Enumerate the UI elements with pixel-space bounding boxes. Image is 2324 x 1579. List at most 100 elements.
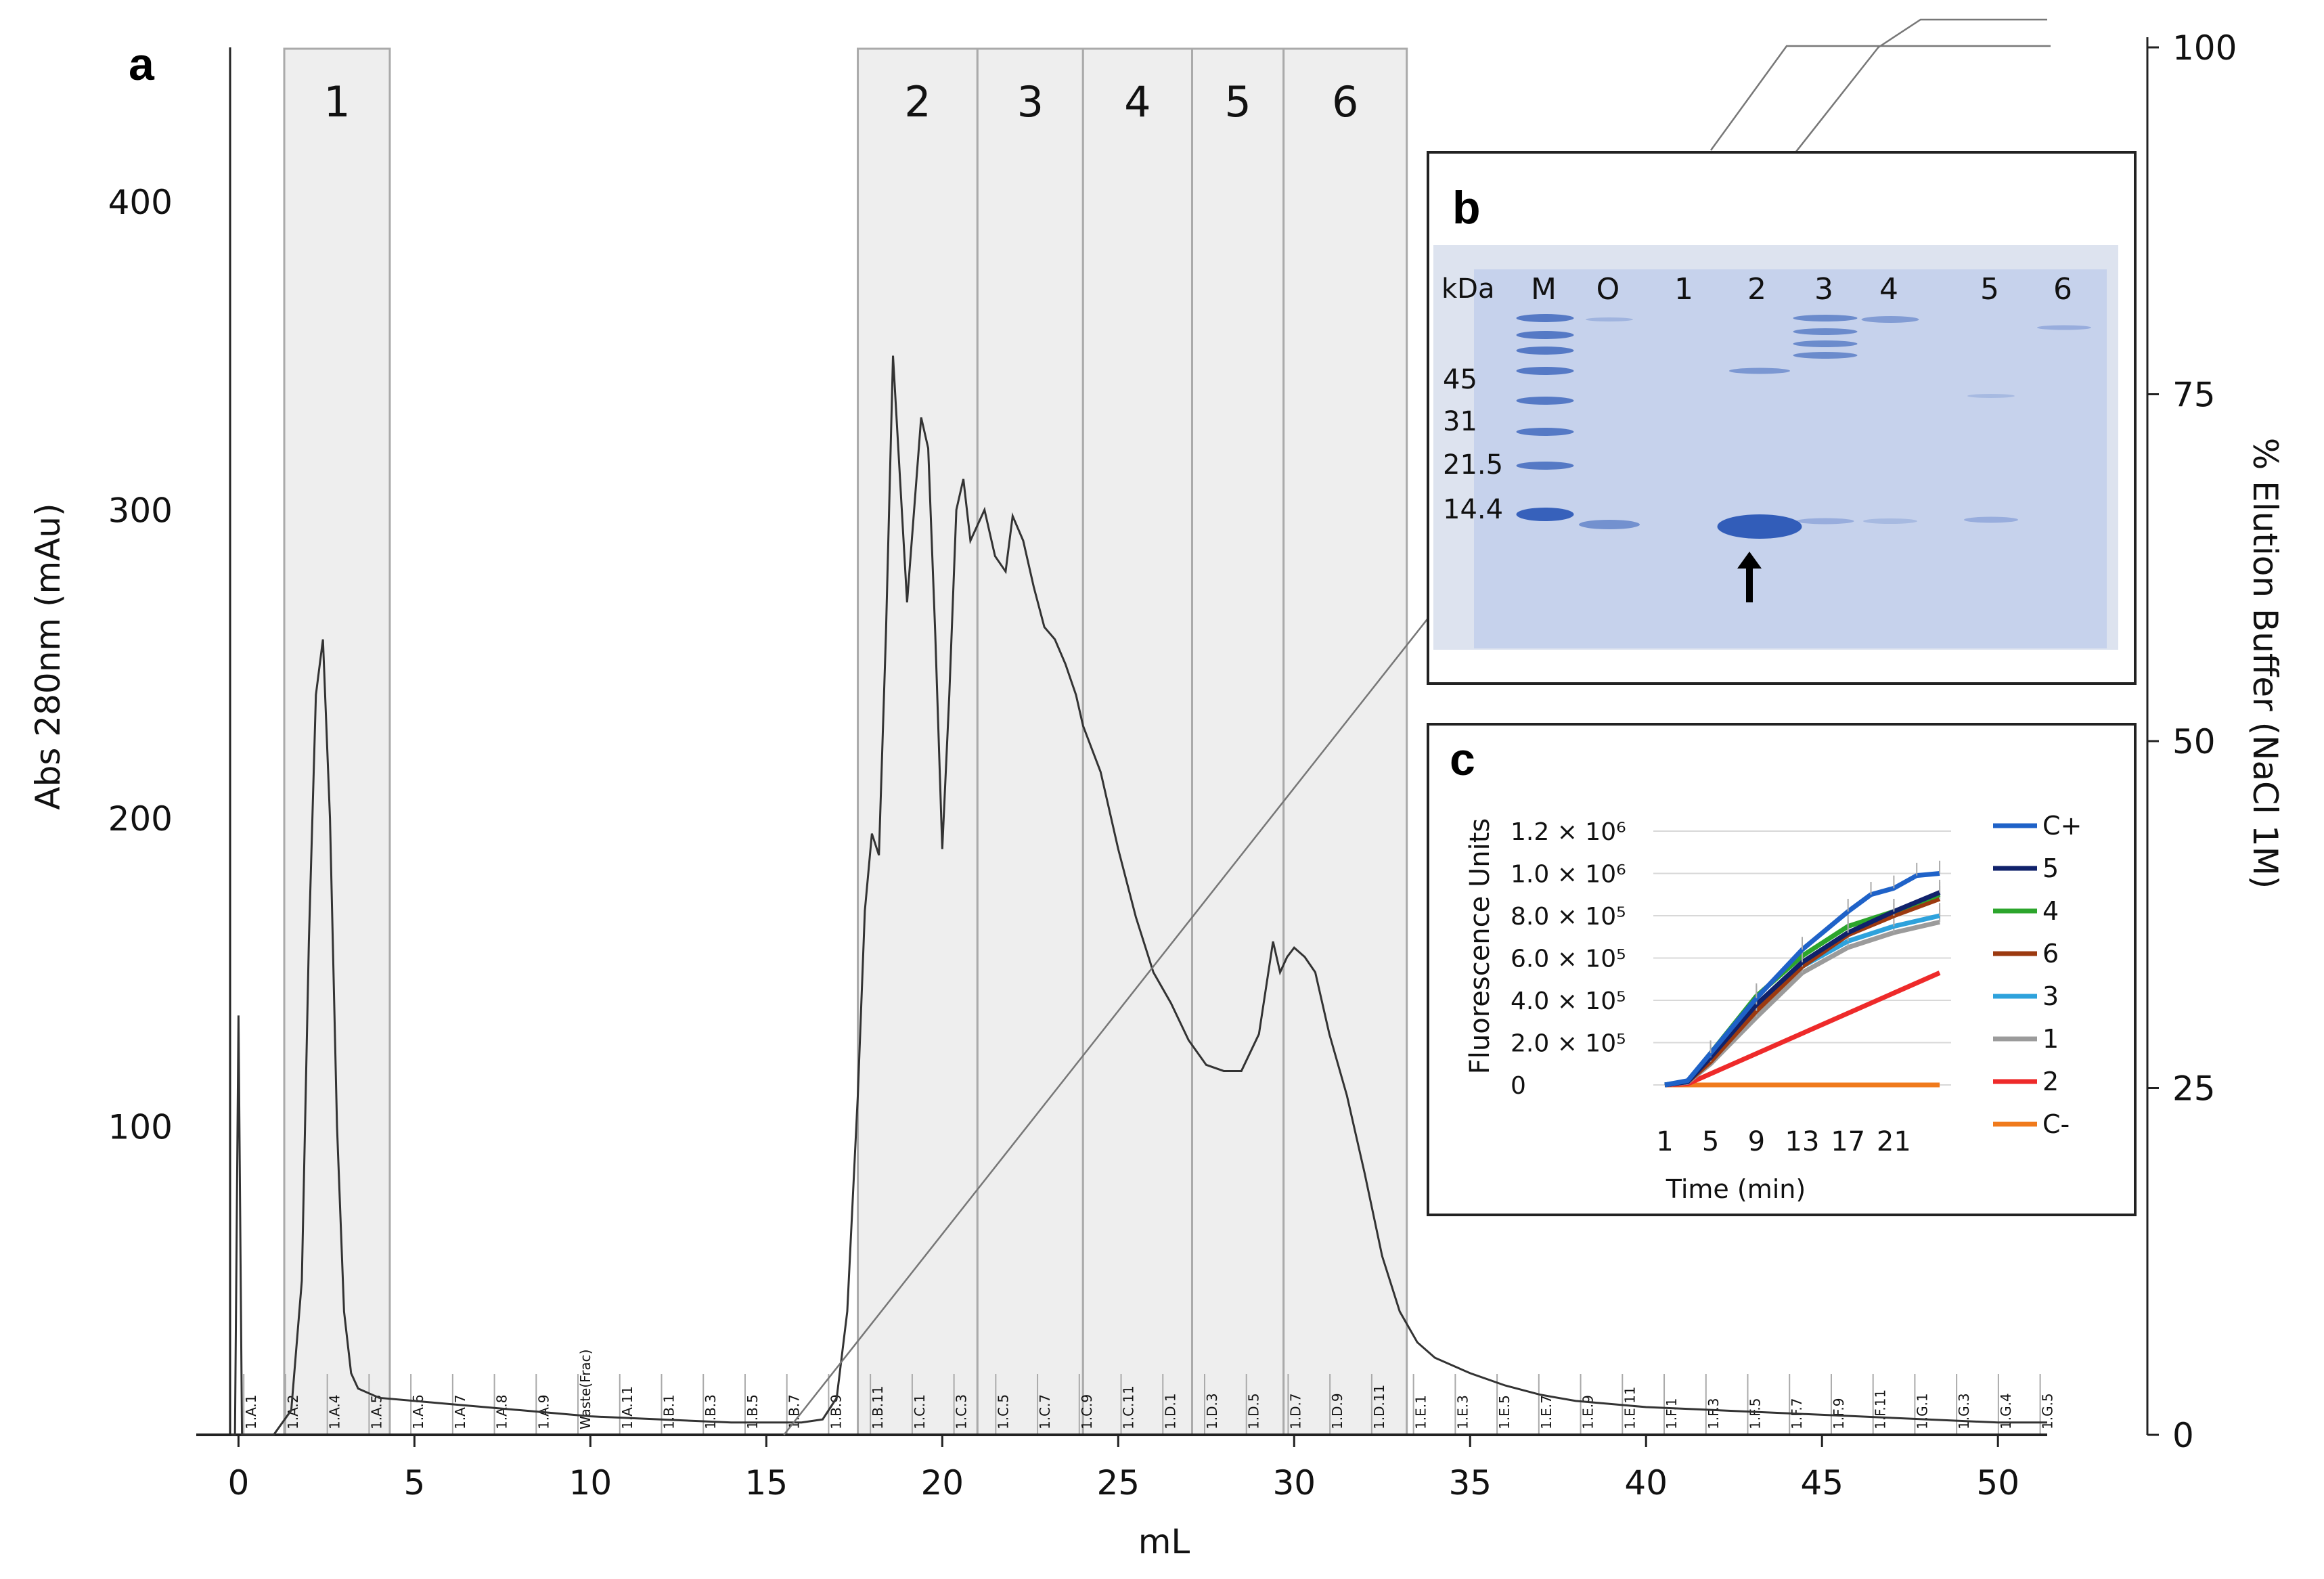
gel-band [1516,508,1574,521]
tube-label: 1.A.11 [619,1386,635,1429]
gel-band [1516,367,1574,375]
c-x-tick-label: 5 [1702,1126,1719,1157]
c-legend-label: 5 [2042,853,2059,883]
tube-label: 1.A.1 [243,1395,259,1430]
absorbance-line [231,355,2047,1436]
tube-label: 1.A.5 [368,1395,384,1430]
y-tick-label: 400 [108,183,173,222]
tube-label: 1.B.3 [702,1394,719,1429]
tube-label: 1.G.5 [2040,1393,2056,1429]
fraction-region [857,47,979,1436]
x-tick-label: 35 [1448,1463,1492,1503]
fraction-label: 1 [323,77,350,127]
tube-label: 1.E.1 [1413,1395,1429,1429]
gel-band [1586,317,1633,321]
y2-axis-label: % Elution Buffer (NaCl 1M) [2245,438,2285,889]
mw-label: 31 [1443,406,1477,437]
tube-label: 1.E.3 [1454,1395,1471,1429]
fraction-label: 4 [1124,77,1150,127]
tube-label: 1.F.1 [1663,1398,1680,1429]
fraction-label: 2 [904,77,931,127]
tube-label: 1.A.4 [327,1395,343,1430]
x-tick-label: 10 [569,1463,612,1503]
tube-label: 1.C.5 [995,1394,1011,1429]
y2-tick-label: 75 [2172,376,2216,415]
x-tick-label: 15 [745,1463,788,1503]
tube-label: 1.B.1 [661,1394,677,1429]
c-y-tick-label: 1.0 × 10⁶ [1511,861,1626,889]
y-tick-label: 100 [108,1107,173,1147]
gel-band [1793,315,1858,321]
fraction-region [1282,47,1408,1436]
tube-label: 1.E.11 [1622,1386,1638,1429]
elution-gradient-line [783,18,2047,1436]
gel-band [1729,368,1790,374]
c-y-tick-label: 1.2 × 10⁶ [1511,818,1626,846]
kda-label: kDa [1442,273,1494,305]
c-legend-label: 2 [2042,1067,2059,1096]
c-x-tick-label: 1 [1656,1126,1673,1157]
c-legend-label: 1 [2042,1024,2059,1054]
x-tick-label: 5 [403,1463,425,1503]
lane-label: 3 [1814,272,1833,307]
gel-band [1793,328,1858,335]
c-x-tick-label: 13 [1785,1126,1820,1157]
gel-band [1717,514,1802,539]
x-tick-label: 50 [1976,1463,2019,1503]
fraction-region [976,47,1084,1436]
lane-label: M [1531,272,1557,307]
chromatogram-plot [231,18,2051,1436]
y-tick-label: 300 [108,491,173,530]
fluorescence-plot [1664,860,1941,1088]
fraction-region [1081,47,1193,1436]
gel-band [1967,394,2015,398]
tube-label: 1.C.1 [912,1394,928,1429]
panel-a-letter: a [129,39,155,90]
y2-tick-label: 0 [2172,1416,2194,1455]
tube-label: 1.A.8 [494,1395,510,1430]
c-series-line [1664,871,1940,1088]
c-x-axis-label: Time (min) [1666,1174,1806,1204]
fraction-shades: 1 2 3 4 5 6 [283,47,1408,1436]
c-y-tick-label: 0 [1511,1072,1526,1100]
gel-band [2037,325,2091,330]
tube-label: 1.F.3 [1705,1398,1722,1429]
c-legend-label: 6 [2042,939,2059,969]
c-x-tick-label: 21 [1877,1126,1911,1157]
gel-band [1964,516,2018,523]
fraction-label: 5 [1224,77,1251,127]
c-legend-label: C- [2042,1109,2070,1139]
y2-tick-label: 100 [2172,28,2237,68]
tube-label: 1.C.11 [1121,1385,1137,1429]
fraction-region [283,47,391,1436]
y-axis-label: Abs 280nm (mAu) [28,503,68,809]
tube-label: 1.D.7 [1287,1393,1303,1429]
tube-label: 1.F.5 [1747,1398,1763,1429]
tube-label: 1.D.9 [1329,1393,1345,1429]
c-y-axis-label: Fluorescence Units [1465,818,1496,1075]
tube-label: 1.E.9 [1580,1395,1596,1429]
mw-label: 21.5 [1443,449,1503,481]
tube-label: 1.B.11 [870,1385,886,1429]
x-tick-label: 45 [1800,1463,1843,1503]
c-y-tick-label: 8.0 × 10⁵ [1511,903,1626,931]
x-axis-label: mL [1138,1522,1190,1561]
tube-label: 1.E.5 [1496,1395,1513,1429]
gel-band [1863,518,1917,524]
fraction-label: 6 [1332,77,1358,127]
lane-label: 4 [1879,272,1898,307]
tube-label: 1.G.1 [1914,1393,1930,1429]
gel-band [1516,397,1574,405]
tube-label: 1.F.9 [1831,1398,1847,1429]
gel-band [1793,340,1858,347]
lane-label: O [1596,272,1620,307]
fluorescence-axes: 1.2 × 10⁶ 1.0 × 10⁶ 8.0 × 10⁵ 6.0 × 10⁵ 4.0 … [1511,818,1951,1157]
lane-label: 5 [1980,272,1999,307]
tube-label: 1.G.3 [1956,1393,1972,1429]
gel-body [1474,269,2107,648]
c-x-tick-label: 9 [1748,1126,1765,1157]
fraction-label: 3 [1017,77,1044,127]
tube-label: 1.A.7 [452,1395,468,1430]
